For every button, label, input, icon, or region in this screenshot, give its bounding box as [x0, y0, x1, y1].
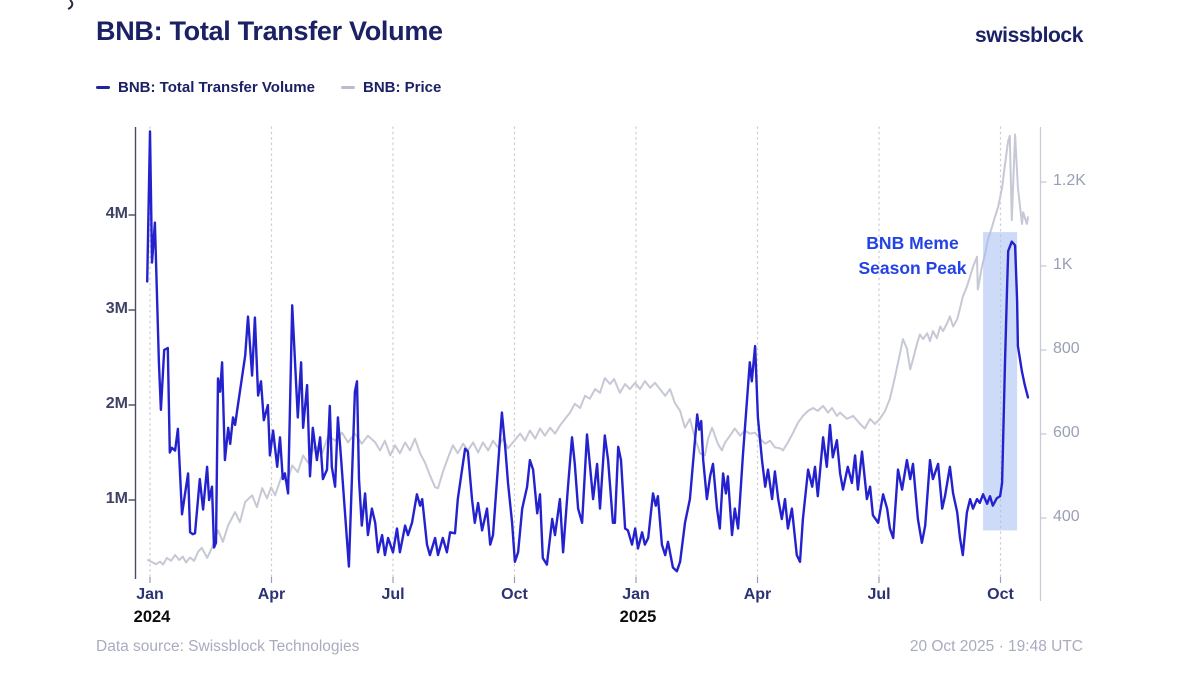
- legend-label-price: BNB: Price: [362, 79, 442, 96]
- footer-timestamp: 20 Oct 2025 · 19:48 UTC: [909, 638, 1083, 655]
- annotation-line-2: Season Peak: [858, 258, 967, 278]
- annotation-bnb-meme-season-peak: BNB Meme Season Peak: [820, 231, 1005, 281]
- legend-dash-price-icon: [340, 86, 355, 89]
- legend-dash-volume-icon: [96, 86, 110, 89]
- volume-line: [145, 130, 1030, 573]
- brand-logo: swissblock: [974, 24, 1083, 47]
- legend: BNB: Total Transfer Volume BNB: Price: [96, 79, 441, 96]
- legend-label-volume: BNB: Total Transfer Volume: [118, 79, 315, 96]
- footer-data-source: Data source: Swissblock Technologies: [96, 638, 360, 655]
- price-line: [147, 133, 1029, 566]
- screen-edge-artifact: [67, 0, 74, 10]
- annotation-line-1: BNB Meme: [866, 233, 959, 253]
- highlight-band: [983, 232, 1018, 531]
- page-title: BNB: Total Transfer Volume: [96, 16, 443, 46]
